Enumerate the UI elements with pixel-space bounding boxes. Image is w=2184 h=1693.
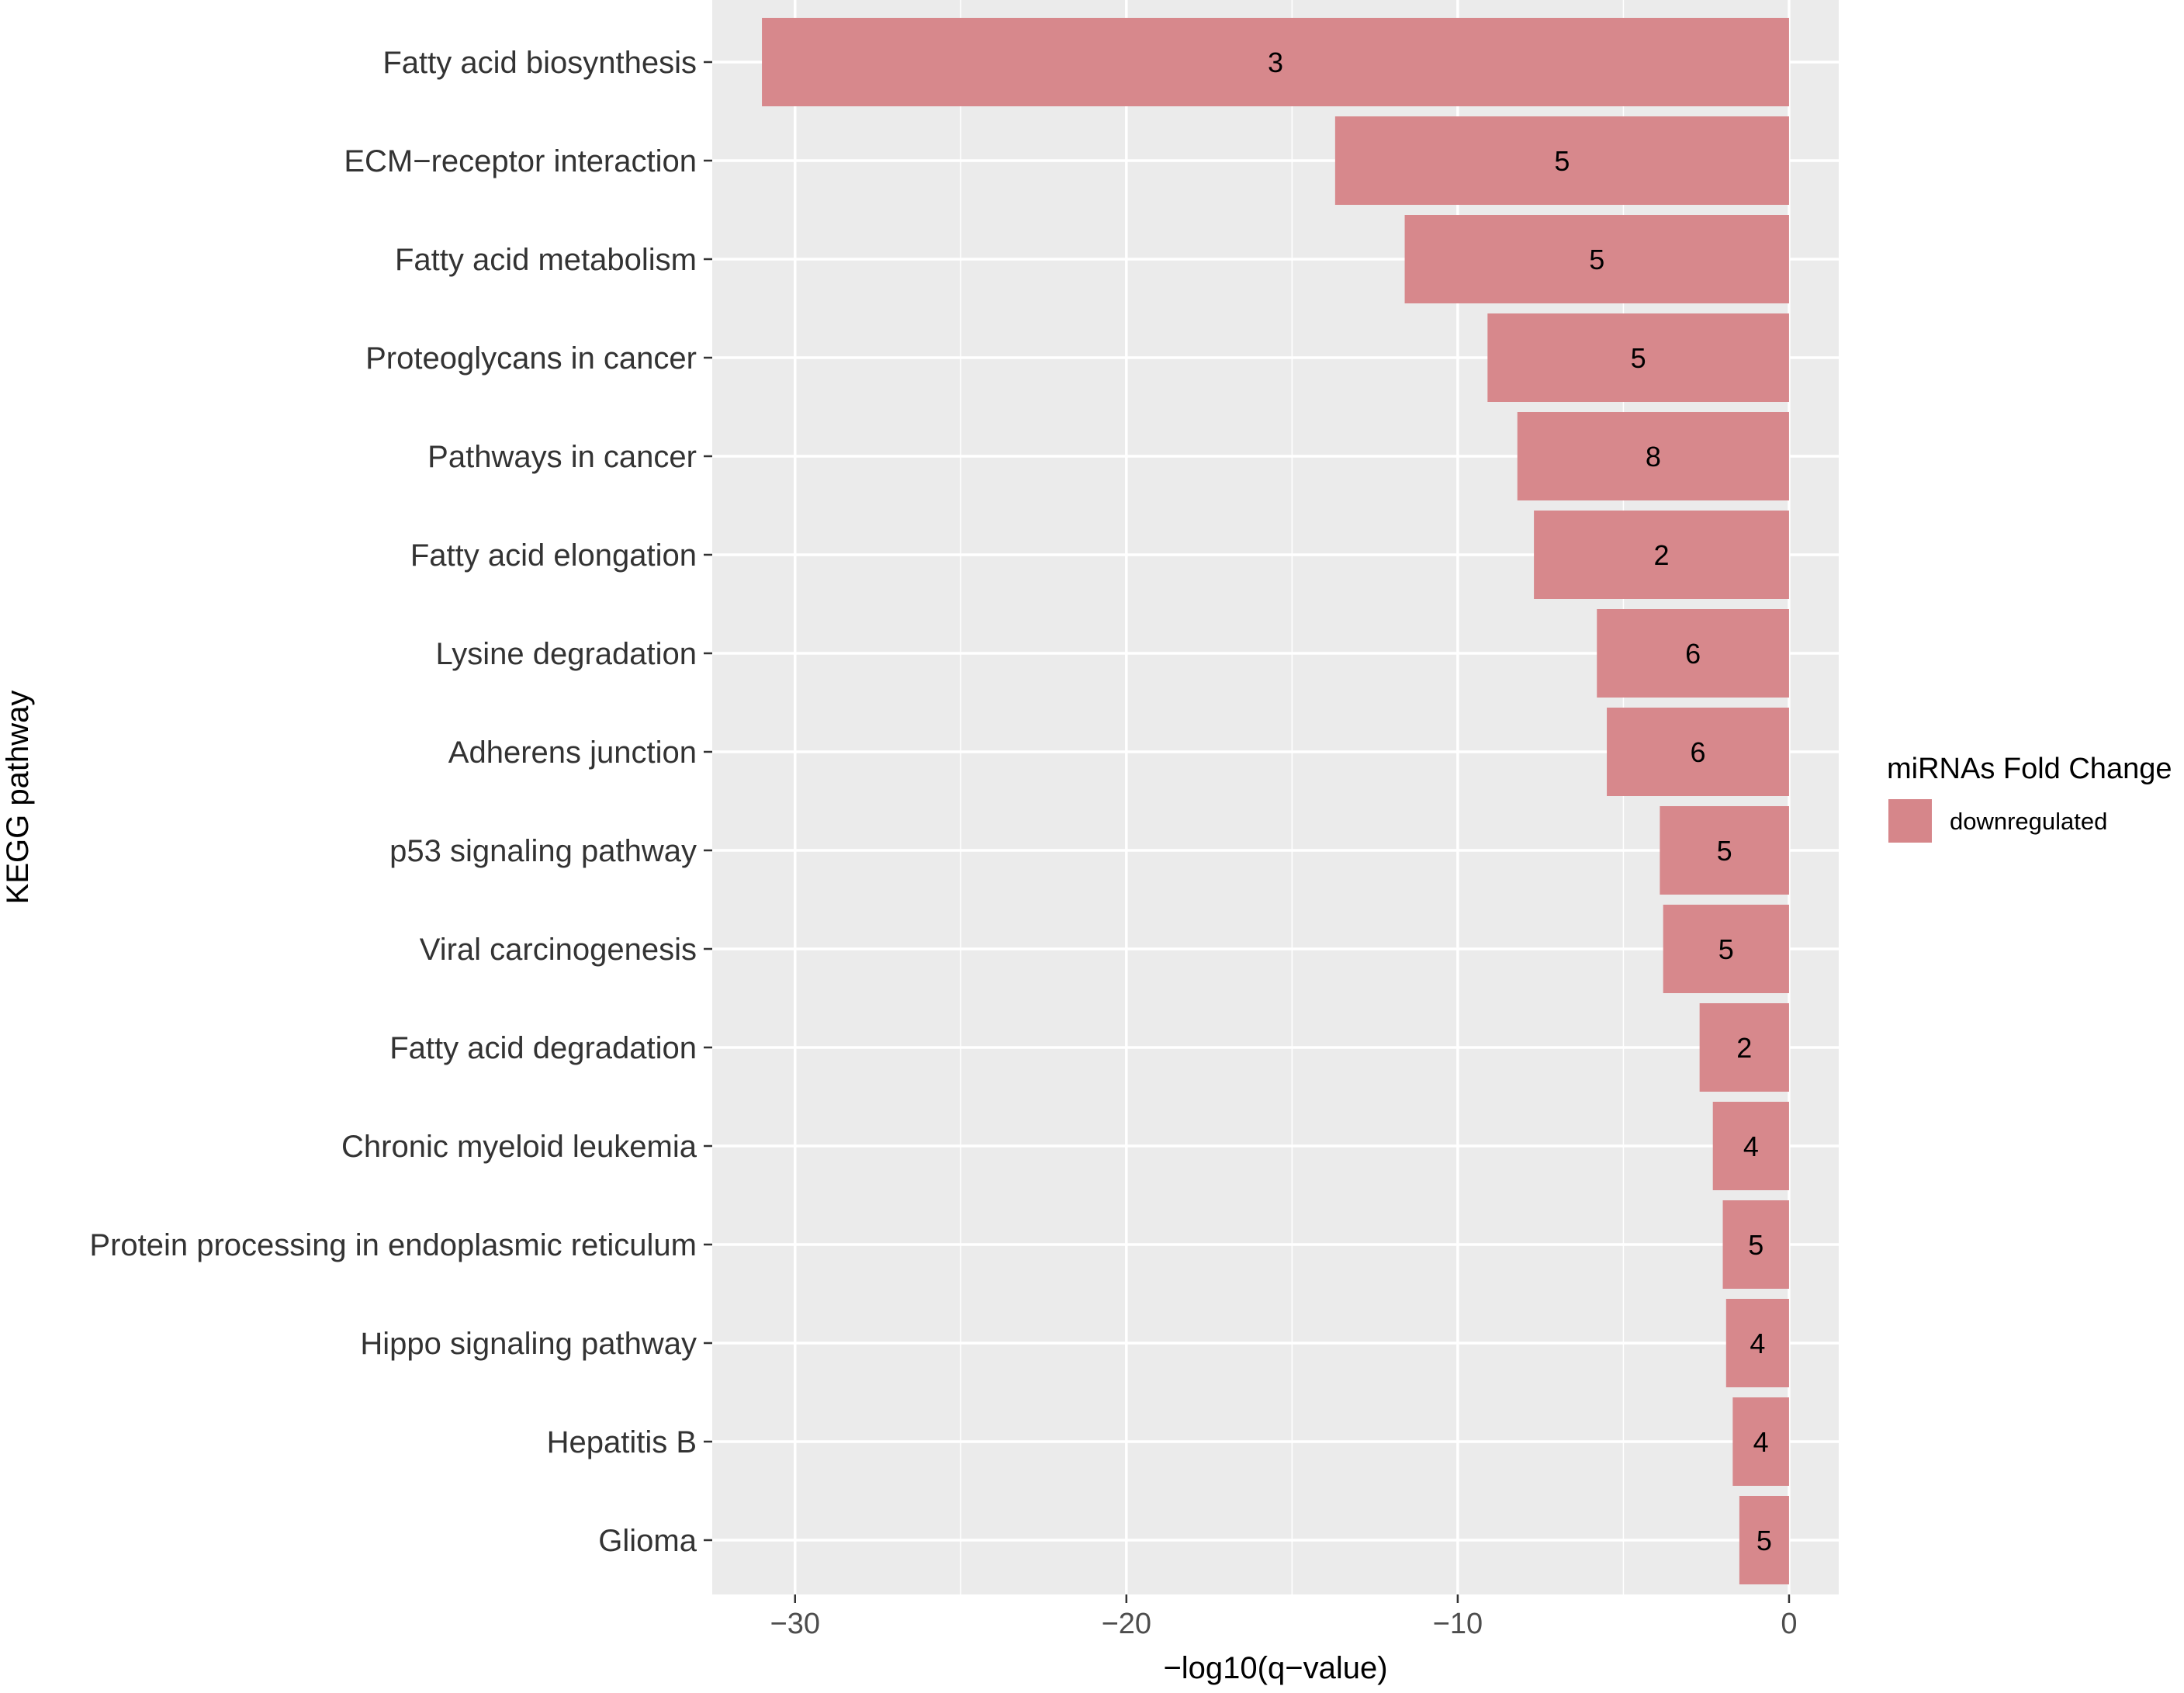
bar-16 (1739, 1496, 1789, 1584)
x-tick-label: −10 (1433, 1608, 1483, 1640)
bar-1 (762, 18, 1789, 106)
bar-13 (1722, 1200, 1789, 1289)
x-tick-label: −30 (770, 1608, 820, 1640)
legend-key-downregulated (1888, 799, 1932, 843)
x-tick-label: 0 (1781, 1608, 1797, 1640)
bar-label-14: 4 (1750, 1328, 1765, 1359)
bar-11 (1699, 1003, 1789, 1092)
category-label-15: Hepatitis B (547, 1425, 697, 1459)
x-axis: −30 −20 −10 0 (770, 1594, 1798, 1640)
category-label-9: p53 signaling pathway (389, 834, 697, 868)
bar-label-7: 6 (1685, 638, 1701, 670)
bar-count-labels: 3 5 5 5 8 2 6 6 5 5 2 4 5 4 4 5 (1268, 47, 1772, 1556)
bar-label-13: 5 (1748, 1229, 1763, 1261)
x-axis-title: −log10(q−value) (1163, 1651, 1387, 1685)
category-label-14: Hippo signaling pathway (360, 1327, 697, 1361)
x-tick-label: −20 (1102, 1608, 1151, 1640)
bar-6 (1534, 511, 1789, 599)
category-label-6: Fatty acid elongation (410, 538, 697, 573)
category-label-7: Lysine degradation (435, 637, 697, 671)
legend-label-downregulated: downregulated (1950, 808, 2107, 835)
bar-label-5: 8 (1646, 441, 1661, 473)
bar-label-8: 6 (1690, 736, 1705, 768)
bar-12 (1712, 1102, 1789, 1190)
bar-10 (1663, 905, 1789, 993)
category-label-1: Fatty acid biosynthesis (382, 46, 697, 80)
bar-5 (1517, 412, 1789, 500)
bar-7 (1597, 609, 1789, 698)
bar-9 (1660, 806, 1789, 895)
bar-3 (1404, 215, 1789, 303)
category-label-2: ECM−receptor interaction (344, 144, 697, 178)
bar-4 (1487, 313, 1789, 402)
bar-label-16: 5 (1757, 1525, 1772, 1556)
bar-label-3: 5 (1589, 244, 1604, 275)
category-label-13: Protein processing in endoplasmic reticu… (89, 1228, 697, 1262)
legend: miRNAs Fold Change downregulated (1887, 753, 2172, 843)
bar-label-1: 3 (1268, 47, 1283, 78)
bar-label-2: 5 (1554, 145, 1570, 177)
bar-label-11: 2 (1736, 1032, 1752, 1064)
bar-label-9: 5 (1717, 835, 1732, 867)
legend-title: miRNAs Fold Change (1887, 753, 2172, 785)
bar-15 (1732, 1397, 1789, 1486)
bar-label-15: 4 (1753, 1426, 1769, 1458)
bar-label-10: 5 (1718, 933, 1734, 965)
bar-label-6: 2 (1654, 539, 1670, 571)
bars (762, 18, 1789, 1584)
category-label-11: Fatty acid degradation (389, 1031, 697, 1065)
y-axis: Fatty acid biosynthesis ECM−receptor inte… (89, 46, 712, 1558)
bar-2 (1334, 116, 1789, 205)
bar-label-4: 5 (1631, 342, 1646, 374)
bar-14 (1725, 1299, 1789, 1387)
category-label-8: Adherens junction (448, 736, 697, 770)
category-label-4: Proteoglycans in cancer (365, 341, 697, 376)
category-label-16: Glioma (598, 1524, 697, 1558)
category-label-12: Chronic myeloid leukemia (341, 1130, 697, 1164)
bar-label-12: 4 (1743, 1130, 1759, 1162)
bar-8 (1607, 708, 1789, 796)
y-axis-title: KEGG pathway (1, 691, 35, 905)
category-label-3: Fatty acid metabolism (395, 243, 697, 277)
category-label-5: Pathways in cancer (427, 440, 697, 474)
category-label-10: Viral carcinogenesis (420, 933, 697, 967)
